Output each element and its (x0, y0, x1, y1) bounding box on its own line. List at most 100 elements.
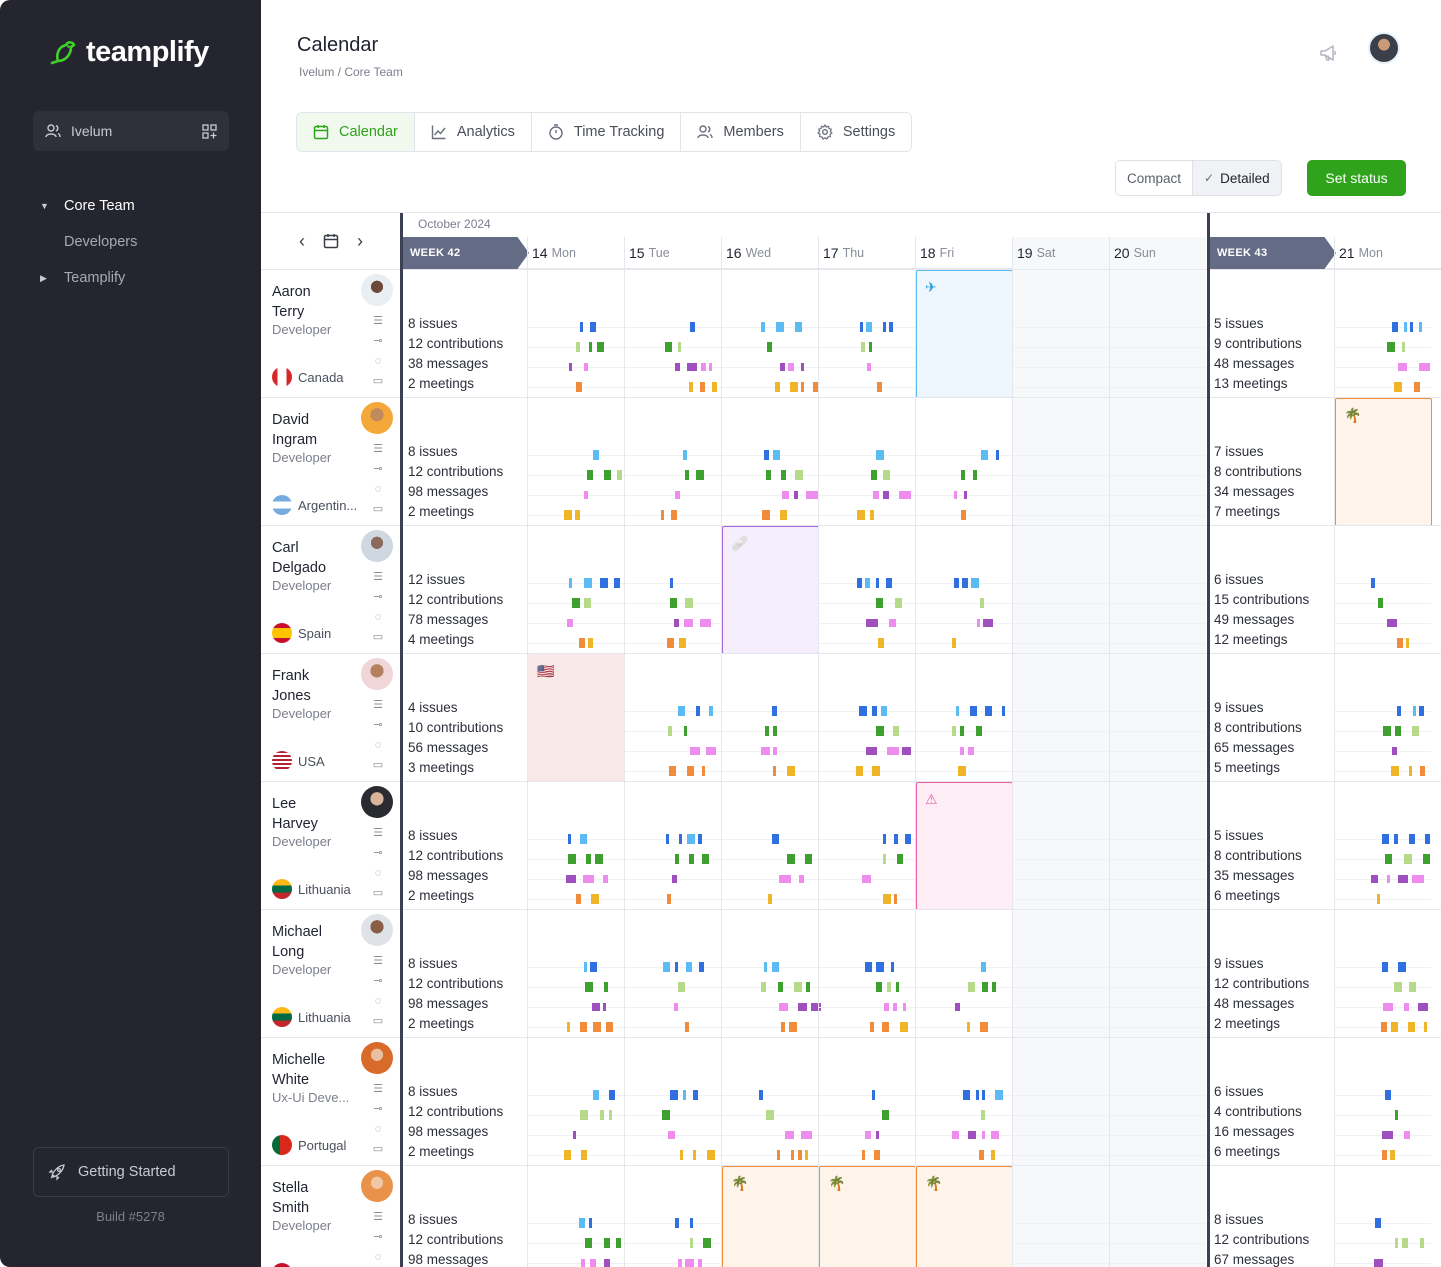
day-cell[interactable] (818, 782, 915, 910)
holiday-event[interactable]: 🇺🇸 (528, 654, 625, 782)
set-status-button[interactable]: Set status (1307, 160, 1406, 196)
day-cell[interactable] (1334, 270, 1431, 398)
member-avatar[interactable] (361, 274, 393, 306)
day-cell[interactable] (1012, 1038, 1109, 1166)
day-cell[interactable] (1012, 398, 1109, 526)
day-cell[interactable] (721, 782, 818, 910)
nav-item-core-team[interactable]: ▼ Core Team (40, 188, 240, 224)
member-info[interactable]: Michelle White Ux-Ui Deve... Portugal ☰ ⊸ ◌ ▭ (261, 1038, 401, 1166)
day-cell[interactable] (527, 1166, 624, 1267)
prev-week-icon[interactable]: ‹ (299, 230, 305, 251)
day-header[interactable]: 19 Sat (1012, 237, 1109, 269)
day-cell[interactable] (721, 398, 818, 526)
member-avatar[interactable] (361, 914, 393, 946)
vacation-event[interactable]: 🌴 (916, 1166, 1013, 1267)
day-cell[interactable]: 🇺🇸 (527, 654, 625, 782)
member-info[interactable]: Frank Jones Developer USA ☰ ⊸ ◌ ▭ (261, 654, 401, 782)
vacation-event[interactable]: 🌴 (722, 1166, 819, 1267)
member-avatar[interactable] (361, 402, 393, 434)
nav-item-developers[interactable]: Developers (40, 224, 240, 260)
day-header[interactable]: 21 Mon (1334, 237, 1431, 269)
day-cell[interactable] (527, 526, 624, 654)
grid-add-icon[interactable] (202, 123, 217, 139)
day-cell[interactable] (1334, 1038, 1431, 1166)
day-cell[interactable] (527, 1038, 624, 1166)
member-avatar[interactable] (361, 658, 393, 690)
member-info[interactable]: Lee Harvey Developer Lithuania ☰ ⊸ ◌ ▭ (261, 782, 401, 910)
day-cell[interactable] (1012, 270, 1109, 398)
member-info[interactable]: David Ingram Developer Argentin... ☰ ⊸ ◌ ▭ (261, 398, 401, 526)
day-cell[interactable] (721, 270, 819, 398)
sick-leave-event[interactable]: 🩹 (722, 526, 819, 654)
day-cell[interactable] (1109, 654, 1206, 782)
org-switcher[interactable]: Ivelum (33, 111, 229, 151)
day-cell[interactable] (915, 398, 1012, 526)
business-trip-event[interactable]: ✈ (916, 270, 1013, 398)
day-cell[interactable] (818, 654, 915, 782)
vacation-event[interactable]: 🌴 (819, 1166, 916, 1267)
day-header[interactable]: 16 Wed (721, 237, 818, 269)
calendar-picker-icon[interactable] (323, 233, 339, 249)
day-cell[interactable] (1012, 526, 1109, 654)
day-cell[interactable] (915, 910, 1012, 1038)
day-cell[interactable] (1109, 910, 1206, 1038)
day-cell[interactable] (624, 910, 721, 1038)
day-cell[interactable] (1334, 782, 1431, 910)
day-cell[interactable] (915, 1038, 1012, 1166)
tab-calendar[interactable]: Calendar (297, 113, 415, 151)
day-cell[interactable] (1109, 782, 1206, 910)
day-cell[interactable] (1109, 1038, 1206, 1166)
day-cell[interactable] (1334, 1166, 1431, 1267)
day-cell[interactable] (527, 270, 624, 398)
day-cell[interactable] (1334, 526, 1431, 654)
member-info[interactable]: Aaron Terry Developer Canada ☰ ⊸ ◌ ▭ (261, 270, 401, 398)
day-cell[interactable] (624, 1038, 721, 1166)
day-header[interactable]: 18 Fri (915, 237, 1012, 269)
compact-view-button[interactable]: Compact (1116, 161, 1192, 195)
day-cell[interactable] (818, 526, 915, 654)
member-avatar[interactable] (361, 530, 393, 562)
getting-started-button[interactable]: Getting Started (33, 1147, 229, 1197)
day-cell[interactable] (818, 910, 915, 1038)
day-cell[interactable] (624, 782, 721, 910)
day-cell[interactable]: 🌴 (721, 1166, 819, 1267)
day-cell[interactable]: 🌴 (1334, 398, 1432, 526)
tab-time-tracking[interactable]: Time Tracking (531, 113, 682, 151)
member-avatar[interactable] (361, 786, 393, 818)
detailed-view-button[interactable]: ✓ Detailed (1192, 161, 1281, 195)
day-cell[interactable] (1012, 910, 1109, 1038)
day-cell[interactable] (818, 1038, 915, 1166)
tab-analytics[interactable]: Analytics (414, 113, 532, 151)
day-cell[interactable] (1109, 398, 1206, 526)
day-header[interactable]: 15 Tue (624, 237, 721, 269)
day-cell[interactable]: 🌴 (818, 1166, 916, 1267)
day-cell[interactable] (624, 270, 721, 398)
day-cell[interactable] (818, 398, 915, 526)
day-cell[interactable] (527, 398, 624, 526)
day-cell[interactable] (721, 654, 818, 782)
day-header[interactable]: 14 Mon (527, 237, 624, 269)
day-cell[interactable] (1109, 270, 1206, 398)
day-header[interactable]: 17 Thu (818, 237, 915, 269)
day-cell[interactable]: 🌴 (915, 1166, 1013, 1267)
day-cell[interactable] (527, 782, 624, 910)
day-cell[interactable] (1334, 654, 1431, 782)
user-avatar[interactable] (1368, 32, 1400, 64)
week-tag[interactable]: WEEK 42 (401, 237, 529, 269)
day-cell[interactable]: 🩹 (721, 526, 819, 654)
day-cell[interactable]: ✈ (915, 270, 1013, 398)
day-cell[interactable] (1012, 654, 1109, 782)
nav-item-teamplify[interactable]: ▶ Teamplify (40, 260, 240, 296)
day-off-event[interactable]: ⚠ (916, 782, 1013, 910)
day-cell[interactable] (915, 654, 1012, 782)
day-cell[interactable] (721, 910, 821, 1038)
day-cell[interactable] (721, 1038, 818, 1166)
megaphone-icon[interactable] (1318, 42, 1340, 64)
day-cell[interactable] (915, 526, 1012, 654)
day-cell[interactable] (1109, 1166, 1206, 1267)
day-header[interactable]: 20 Sun (1109, 237, 1206, 269)
day-cell[interactable] (1012, 1166, 1109, 1267)
day-cell[interactable] (624, 526, 721, 654)
day-cell[interactable] (1012, 782, 1109, 910)
tab-settings[interactable]: Settings (800, 113, 912, 151)
